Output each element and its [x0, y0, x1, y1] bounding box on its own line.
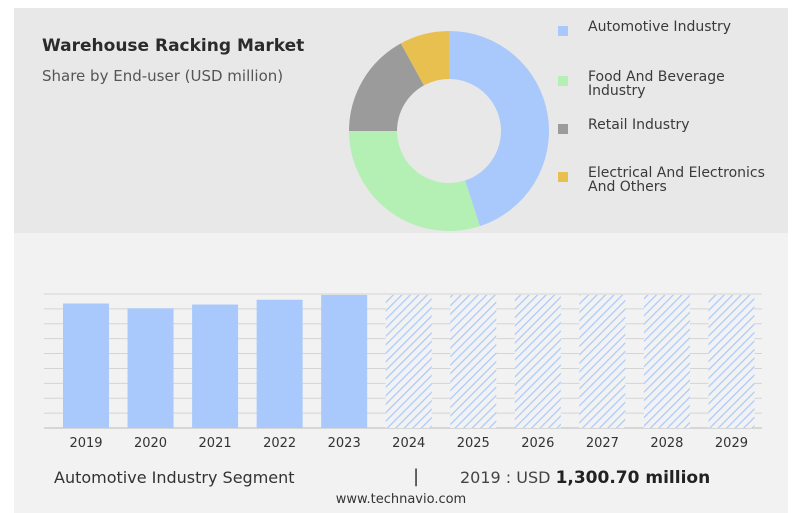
legend-label: Food And Beverage Industry [588, 69, 725, 99]
forecast-bar-2026 [514, 294, 561, 428]
donut-slice-3 [400, 31, 449, 86]
x-tick-2019: 2019 [69, 436, 102, 451]
x-tick-2020: 2020 [134, 436, 167, 451]
x-tick-2025: 2025 [457, 436, 490, 451]
source-link[interactable]: www.technavio.com [335, 492, 467, 507]
segment-value: 2019 : USD 1,300.70 million [460, 468, 710, 488]
x-tick-2022: 2022 [263, 436, 296, 451]
bar-2023 [321, 294, 368, 428]
bar-2022 [256, 299, 303, 428]
legend-label: Electrical And Electronics And Others [588, 165, 765, 195]
segment-value-prefix: 2019 : USD [460, 468, 551, 487]
legend-swatch [558, 172, 568, 182]
donut-slice-0 [449, 31, 549, 227]
chart-subtitle: Share by End-user (USD million) [42, 67, 284, 85]
x-tick-labels: 2019 2020 2021 2022 2023 2024 2025 2026 2027 2028… [69, 436, 748, 451]
x-tick-2026: 2026 [521, 436, 554, 451]
donut-slice-2 [349, 43, 424, 131]
forecast-bar-2028 [643, 294, 690, 428]
legend-swatch [558, 124, 568, 134]
legend-label: Retail Industry [588, 117, 690, 133]
legend-label: Automotive Industry [588, 19, 732, 35]
x-tick-2024: 2024 [392, 436, 425, 451]
x-tick-2027: 2027 [586, 436, 619, 451]
x-tick-2029: 2029 [715, 436, 748, 451]
legend-swatch [558, 26, 568, 36]
bars [63, 294, 755, 428]
bar-2021 [192, 304, 239, 428]
segment-label: Automotive Industry Segment [54, 468, 295, 487]
forecast-bar-2029 [708, 294, 755, 428]
x-tick-2028: 2028 [650, 436, 683, 451]
x-tick-2021: 2021 [199, 436, 232, 451]
footer-separator: | [413, 466, 420, 487]
forecast-bar-2024 [385, 294, 432, 428]
legend-swatch [558, 76, 568, 86]
bar-2019 [63, 303, 109, 428]
bar-2020 [127, 308, 174, 428]
donut-slice-1 [349, 131, 480, 231]
forecast-bar-2025 [450, 294, 497, 428]
chart-title: Warehouse Racking Market [42, 36, 305, 56]
segment-value-amount: 1,300.70 million [555, 468, 711, 488]
x-tick-2023: 2023 [328, 436, 361, 451]
forecast-bar-2027 [579, 294, 626, 428]
donut-chart [349, 31, 549, 231]
